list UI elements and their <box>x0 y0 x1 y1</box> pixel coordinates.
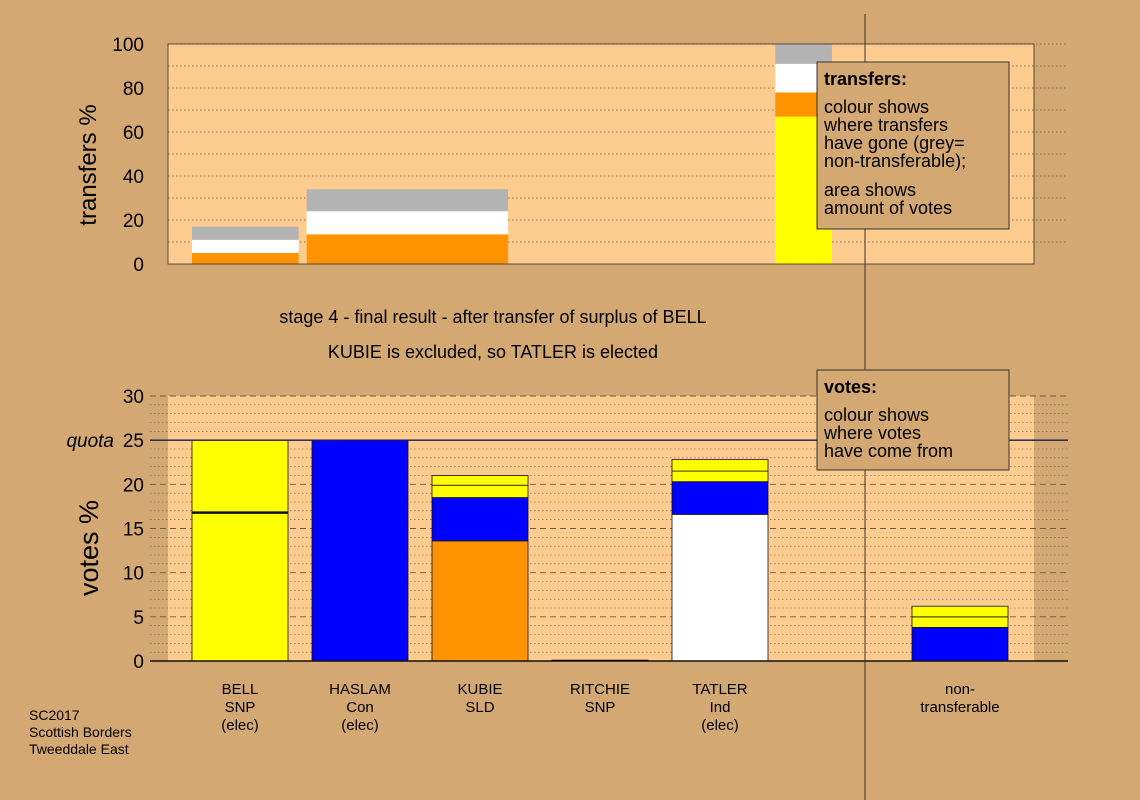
candidate-label: transferable <box>920 699 999 716</box>
result-caption: KUBIE is excluded, so TATLER is elected <box>328 342 658 362</box>
votes-tick-label: 25 <box>123 431 144 452</box>
votes-tick-label: 30 <box>123 387 144 408</box>
votes-bar-segment <box>671 481 769 515</box>
candidate-label: (elec) <box>221 717 259 734</box>
footer-election: SC2017 <box>29 707 80 723</box>
transfers-tick-label: 80 <box>123 79 144 100</box>
votes-legend-line: have come from <box>824 441 953 461</box>
transfers-legend-line: non-transferable); <box>824 151 966 171</box>
candidate-label: Ind <box>710 699 731 716</box>
candidate-label: (elec) <box>341 717 379 734</box>
votes-legend-title: votes: <box>824 377 877 397</box>
votes-bar-segment <box>671 459 769 472</box>
votes-bar-segment <box>431 484 529 498</box>
votes-tick-label: 10 <box>123 564 144 585</box>
votes-legend: votes: colour shows where votes have com… <box>816 369 1010 471</box>
candidate-label: SNP <box>585 699 616 716</box>
transfers-tick-label: 100 <box>112 35 144 56</box>
transfers-legend-title: transfers: <box>824 69 907 89</box>
votes-bar-segment <box>311 439 409 662</box>
votes-legend-box <box>816 369 1010 471</box>
votes-bar-segment <box>191 439 289 513</box>
transfers-bar-segment <box>192 239 299 253</box>
votes-bar-segment <box>911 627 1009 662</box>
transfers-legend-box <box>816 61 1010 230</box>
transfers-tick-label: 0 <box>133 255 144 276</box>
candidate-label: HASLAM <box>329 681 391 698</box>
candidate-label: SLD <box>465 699 494 716</box>
transfers-legend-line: where transfers <box>823 115 948 135</box>
votes-y-ticks: 0 5 10 15 20 25 30 <box>123 387 144 673</box>
candidate-label: non- <box>945 681 975 698</box>
votes-tick-label: 15 <box>123 520 144 541</box>
transfers-bar-segment <box>775 44 832 64</box>
transfers-bar-segment <box>306 189 509 212</box>
transfers-legend-line: area shows <box>824 180 916 200</box>
transfers-bar-segment <box>192 226 299 240</box>
candidate-label: BELL <box>222 681 259 698</box>
candidate-labels: BELLSNP(elec)HASLAMCon(elec)KUBIESLDRITC… <box>221 681 999 734</box>
votes-bar-segment <box>191 512 289 662</box>
candidate-label: (elec) <box>701 717 739 734</box>
candidate-label: TATLER <box>692 681 747 698</box>
votes-y-axis-label: votes % <box>74 500 104 596</box>
candidate-label: Con <box>346 699 374 716</box>
transfers-bars <box>192 44 832 264</box>
stage-caption: stage 4 - final result - after transfer … <box>279 307 706 327</box>
transfers-tick-label: 60 <box>123 123 144 144</box>
votes-legend-line: colour shows <box>824 405 929 425</box>
transfers-plot-frame <box>167 43 1035 265</box>
transfers-legend-line: colour shows <box>824 97 929 117</box>
footer-ward: Tweeddale East <box>29 741 129 757</box>
votes-bar-segment <box>911 605 1009 618</box>
votes-bar-segment <box>431 540 529 662</box>
transfers-bar-segment <box>306 234 509 264</box>
votes-tick-label: 0 <box>133 652 144 673</box>
votes-legend-line: where votes <box>823 423 921 443</box>
transfers-y-axis-label: transfers % <box>75 104 102 225</box>
transfers-tick-label: 20 <box>123 211 144 232</box>
votes-bar-segment <box>671 513 769 662</box>
transfers-bar-segment <box>306 211 509 235</box>
transfers-legend-line: have gone (grey= <box>824 133 965 153</box>
transfers-bar-segment <box>192 253 299 264</box>
transfers-legend-line: amount of votes <box>824 198 952 218</box>
votes-tick-label: 20 <box>123 475 144 496</box>
transfers-legend: transfers: colour shows where transfers … <box>816 61 1010 230</box>
votes-bar-segment <box>431 475 529 486</box>
votes-bars <box>191 439 1009 662</box>
transfers-tick-label: 40 <box>123 167 144 188</box>
transfers-y-ticks: 0 20 40 60 80 100 <box>112 35 144 276</box>
quota-label: quota <box>66 431 114 452</box>
footer-council: Scottish Borders <box>29 724 132 740</box>
candidate-label: SNP <box>225 699 256 716</box>
votes-bar-segment <box>671 470 769 483</box>
candidate-label: KUBIE <box>457 681 502 698</box>
votes-bar-segment <box>431 497 529 542</box>
candidate-label: RITCHIE <box>570 681 630 698</box>
votes-tick-label: 5 <box>133 608 144 629</box>
votes-bar-segment <box>911 616 1009 628</box>
